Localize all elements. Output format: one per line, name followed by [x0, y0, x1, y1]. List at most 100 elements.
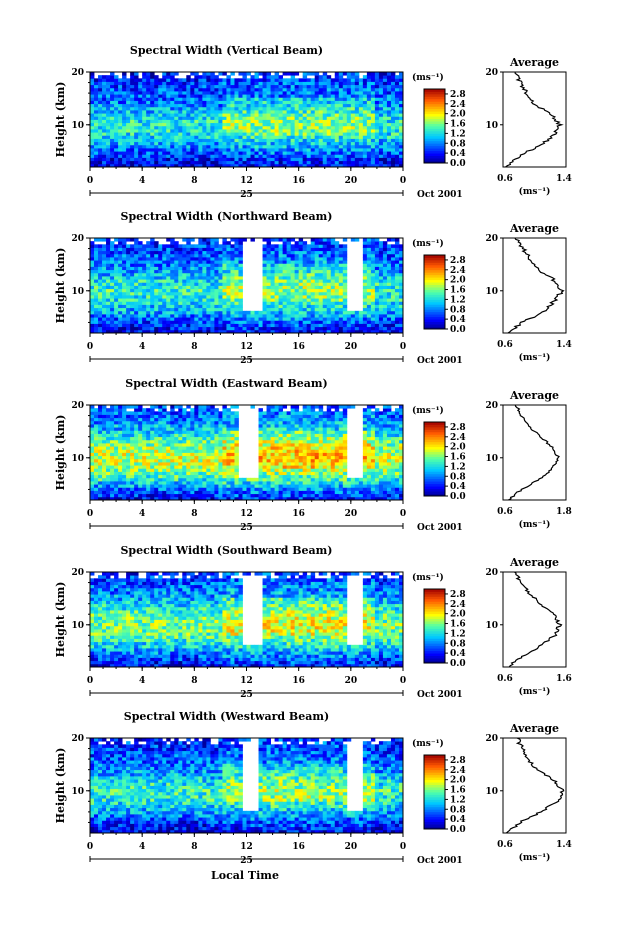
heatmap-cell	[214, 314, 218, 318]
heatmap-cell	[319, 161, 323, 165]
heatmap-cell	[387, 154, 391, 158]
heatmap-cell	[291, 314, 295, 318]
heatmap-cell	[182, 254, 186, 258]
heatmap-cell	[275, 101, 279, 105]
heatmap-cell	[214, 148, 218, 152]
heatmap-cell	[202, 148, 206, 152]
heatmap-cell	[186, 129, 190, 133]
heatmap-cell	[331, 263, 335, 267]
heatmap-cell	[154, 263, 158, 267]
heatmap-cell	[327, 126, 331, 130]
heatmap-cell	[267, 158, 271, 162]
heatmap-cell	[238, 301, 242, 305]
heatmap-cell	[126, 158, 130, 162]
heatmap-cell	[122, 430, 126, 434]
heatmap-cell	[259, 129, 263, 133]
heatmap-cell	[242, 110, 246, 114]
heatmap-cell	[98, 427, 102, 431]
heatmap-cell	[287, 298, 291, 302]
heatmap-cell	[391, 327, 395, 331]
heatmap-cell	[226, 88, 230, 92]
heatmap-cell	[347, 139, 351, 143]
heatmap-cell	[327, 154, 331, 158]
heatmap-cell	[118, 320, 122, 324]
heatmap-cell	[130, 292, 134, 296]
heatmap-cell	[94, 142, 98, 146]
heatmap-cell	[202, 145, 206, 149]
heatmap-cell	[194, 263, 198, 267]
heatmap-cell	[146, 324, 150, 328]
heatmap-cell	[319, 132, 323, 136]
heatmap-cell	[102, 107, 106, 111]
heatmap-cell	[371, 72, 375, 76]
heatmap-cell	[142, 314, 146, 318]
heatmap-cell	[170, 248, 174, 252]
heatmap-cell	[126, 257, 130, 261]
heatmap-cell	[279, 238, 283, 242]
heatmap-cell	[375, 148, 379, 152]
heatmap-cell	[106, 116, 110, 120]
heatmap-cell	[287, 110, 291, 114]
heatmap-cell	[319, 320, 323, 324]
heatmap-cell	[279, 110, 283, 114]
heatmap-cell	[166, 238, 170, 242]
heatmap-cell	[194, 279, 198, 283]
heatmap-cell	[190, 145, 194, 149]
heatmap-cell	[106, 427, 110, 431]
heatmap-cell	[311, 238, 315, 242]
heatmap-cell	[98, 481, 102, 485]
heatmap-cell	[315, 282, 319, 286]
heatmap-cell	[343, 251, 347, 255]
heatmap-cell	[339, 311, 343, 315]
heatmap-cell	[146, 85, 150, 89]
heatmap-cell	[106, 298, 110, 302]
heatmap-cell	[114, 327, 118, 331]
heatmap-cell	[355, 78, 359, 82]
heatmap-cell	[98, 276, 102, 280]
heatmap-cell	[134, 472, 138, 476]
heatmap-cell	[299, 244, 303, 248]
heatmap-cell	[351, 317, 355, 321]
heatmap-cell	[126, 282, 130, 286]
heatmap-cell	[134, 94, 138, 98]
heatmap-cell	[307, 158, 311, 162]
heatmap-cell	[110, 260, 114, 264]
heatmap-cell	[198, 244, 202, 248]
heatmap-cell	[395, 311, 399, 315]
heatmap-cell	[234, 135, 238, 139]
heatmap-cell	[275, 270, 279, 274]
heatmap-cell	[134, 135, 138, 139]
heatmap-cell	[238, 148, 242, 152]
heatmap-cell	[106, 257, 110, 261]
heatmap-cell	[162, 154, 166, 158]
heatmap-cell	[327, 129, 331, 133]
heatmap-cell	[379, 244, 383, 248]
heatmap-cell	[90, 75, 94, 79]
heatmap-cell	[170, 308, 174, 312]
heatmap-cell	[138, 462, 142, 466]
heatmap-cell	[206, 78, 210, 82]
heatmap-cell	[263, 238, 267, 242]
heatmap-cell	[102, 145, 106, 149]
heatmap-cell	[126, 443, 130, 447]
heatmap-cell	[210, 101, 214, 105]
heatmap-cell	[351, 107, 355, 111]
profile-y-tick-label: 20	[485, 68, 498, 78]
heatmap-cell	[299, 94, 303, 98]
heatmap-cell	[287, 308, 291, 312]
heatmap-cell	[395, 317, 399, 321]
heatmap-cell	[150, 305, 154, 309]
heatmap-cell	[102, 481, 106, 485]
heatmap-cell	[339, 72, 343, 76]
heatmap-cell	[279, 139, 283, 143]
heatmap-cell	[295, 101, 299, 105]
heatmap-cell	[383, 116, 387, 120]
heatmap-cell	[299, 120, 303, 124]
heatmap-cell	[150, 158, 154, 162]
heatmap-cell	[146, 78, 150, 82]
heatmap-cell	[331, 123, 335, 127]
heatmap-cell	[255, 314, 259, 318]
heatmap-cell	[158, 116, 162, 120]
heatmap-cell	[375, 241, 379, 245]
heatmap-cell	[178, 254, 182, 258]
